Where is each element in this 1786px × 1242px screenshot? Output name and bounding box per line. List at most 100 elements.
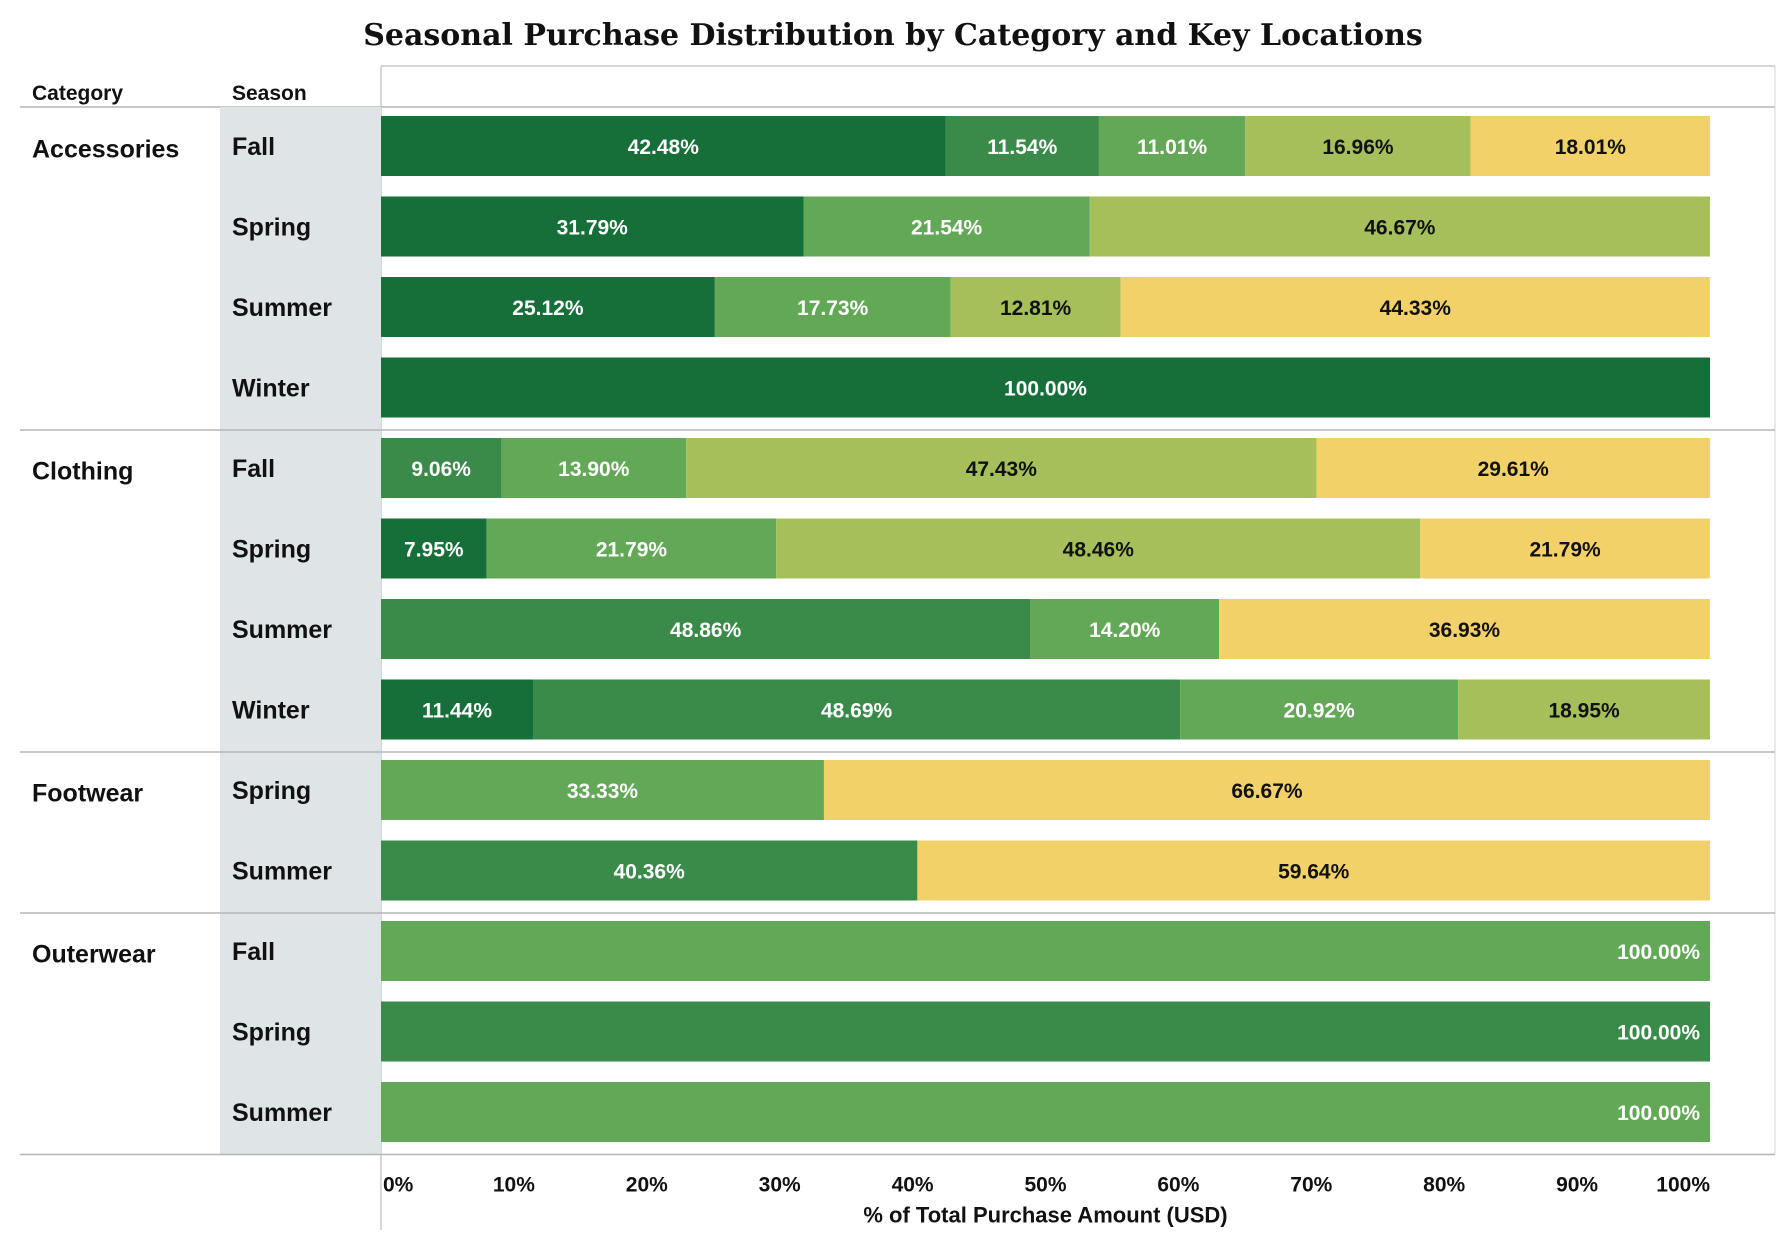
bar-segment	[1245, 116, 1471, 176]
x-tick-label: 40%	[892, 1174, 934, 1197]
season-label: Summer	[232, 1099, 332, 1127]
bar-segment	[501, 438, 687, 498]
category-label: Footwear	[32, 779, 143, 807]
bar-data-label: 100.00%	[1004, 378, 1087, 401]
bar-segment	[945, 116, 1099, 176]
bar-segment	[381, 357, 1710, 418]
bar-data-label: 47.43%	[966, 458, 1038, 481]
bar-segment	[1458, 679, 1710, 740]
bar-segments: 42.48% 11.54% 11.01% 16.96% 18.01% 31.79% 21.5…	[381, 116, 1710, 1142]
bar-data-label: 48.86%	[670, 619, 742, 642]
category-label: Clothing	[32, 457, 133, 485]
bar-data-label: 11.01%	[1137, 136, 1207, 159]
bar-segment	[1180, 679, 1459, 740]
bar-segment	[1098, 116, 1246, 176]
bar-data-label: 29.61%	[1478, 458, 1550, 481]
x-axis-label: % of Total Purchase Amount (USD)	[863, 1203, 1227, 1228]
bar-data-label: 40.36%	[614, 861, 686, 884]
bar-segment	[1120, 277, 1710, 337]
bar-data-label: 18.95%	[1548, 700, 1620, 723]
x-tick-label: 10%	[493, 1174, 535, 1197]
season-label: Winter	[232, 375, 310, 403]
season-label: Summer	[232, 858, 332, 886]
category-label: Accessories	[32, 135, 179, 163]
bar-segment	[1470, 116, 1710, 176]
bar-segment	[533, 679, 1181, 740]
bar-segment	[381, 760, 824, 820]
group-separators	[20, 429, 1775, 1156]
bar-segment	[686, 438, 1317, 498]
season-label: Spring	[232, 777, 311, 805]
bar-data-label: 21.79%	[1529, 539, 1601, 562]
bar-data-label: 13.90%	[558, 458, 630, 481]
bar-data-label: 100.00%	[1617, 1022, 1700, 1045]
bar-data-label: 9.06%	[411, 458, 471, 481]
bar-data-label: 100.00%	[1617, 941, 1700, 964]
season-label: Summer	[232, 294, 332, 322]
bar-segment	[803, 196, 1090, 257]
bar-data-label: 42.48%	[628, 136, 700, 159]
x-tick-label: 60%	[1157, 1174, 1199, 1197]
row-headers: Category Season	[32, 82, 307, 105]
x-tick-label: 30%	[759, 1174, 801, 1197]
bar-segment	[381, 599, 1031, 659]
bar-segment	[917, 840, 1710, 901]
bar-data-label: 25.12%	[512, 297, 584, 320]
bar-segment	[1316, 438, 1710, 498]
x-tick-label: 70%	[1290, 1174, 1332, 1197]
bar-segment	[381, 518, 487, 579]
season-band-fill	[220, 107, 381, 1155]
bar-segment	[714, 277, 951, 337]
x-tick-label: 80%	[1423, 1174, 1465, 1197]
category-column-header: Category	[32, 82, 123, 105]
bar-data-label: 20.92%	[1284, 700, 1356, 723]
x-tick-label: 0%	[383, 1174, 414, 1197]
bar-data-label: 16.96%	[1322, 136, 1394, 159]
bar-segment	[1420, 518, 1710, 579]
season-column-band	[220, 107, 381, 1155]
x-axis: % of Total Purchase Amount (USD) 0% 10% 20…	[383, 1174, 1710, 1228]
bar-data-label: 18.01%	[1555, 136, 1627, 159]
bar-data-label: 36.93%	[1429, 619, 1501, 642]
bar-data-label: 48.69%	[821, 700, 893, 723]
bar-segment	[381, 679, 534, 740]
bar-data-label: 21.54%	[911, 217, 983, 240]
category-label: Outerwear	[32, 940, 156, 968]
bar-data-label: 48.46%	[1063, 539, 1135, 562]
bar-segment	[950, 277, 1121, 337]
bar-segment	[381, 116, 946, 176]
season-column-header: Season	[232, 82, 307, 105]
bar-data-label: 12.81%	[1000, 297, 1072, 320]
bar-segment	[486, 518, 777, 579]
bar-data-label: 7.95%	[404, 539, 464, 562]
bar-segment	[1219, 599, 1710, 659]
bar-segment	[381, 840, 918, 901]
bar-data-label: 100.00%	[1617, 1102, 1700, 1125]
bar-segment	[1089, 196, 1710, 257]
bar-data-label: 59.64%	[1278, 861, 1350, 884]
bar-data-label: 14.20%	[1089, 619, 1161, 642]
chart-title: Seasonal Purchase Distribution by Catego…	[363, 18, 1423, 53]
season-label: Fall	[232, 455, 275, 483]
bar-data-label: 21.79%	[596, 539, 668, 562]
x-tick-label: 100%	[1656, 1174, 1710, 1197]
bar-data-label: 33.33%	[567, 780, 639, 803]
bar-segment	[1030, 599, 1220, 659]
x-tick-label: 20%	[626, 1174, 668, 1197]
bar-segment	[776, 518, 1421, 579]
x-tick-label: 90%	[1556, 1174, 1598, 1197]
season-label: Fall	[232, 938, 275, 966]
season-label: Fall	[232, 133, 275, 161]
bar-segment	[381, 196, 804, 257]
bar-segment	[823, 760, 1710, 820]
bar-data-label: 44.33%	[1380, 297, 1452, 320]
bar-segment	[381, 438, 502, 498]
bar-segment	[381, 1001, 1710, 1062]
bar-segment	[381, 277, 715, 337]
season-label: Summer	[232, 616, 332, 644]
bar-data-label: 11.54%	[987, 136, 1057, 159]
bar-data-label: 11.44%	[422, 700, 492, 723]
bar-segment	[381, 921, 1710, 981]
x-tick-label: 50%	[1024, 1174, 1066, 1197]
